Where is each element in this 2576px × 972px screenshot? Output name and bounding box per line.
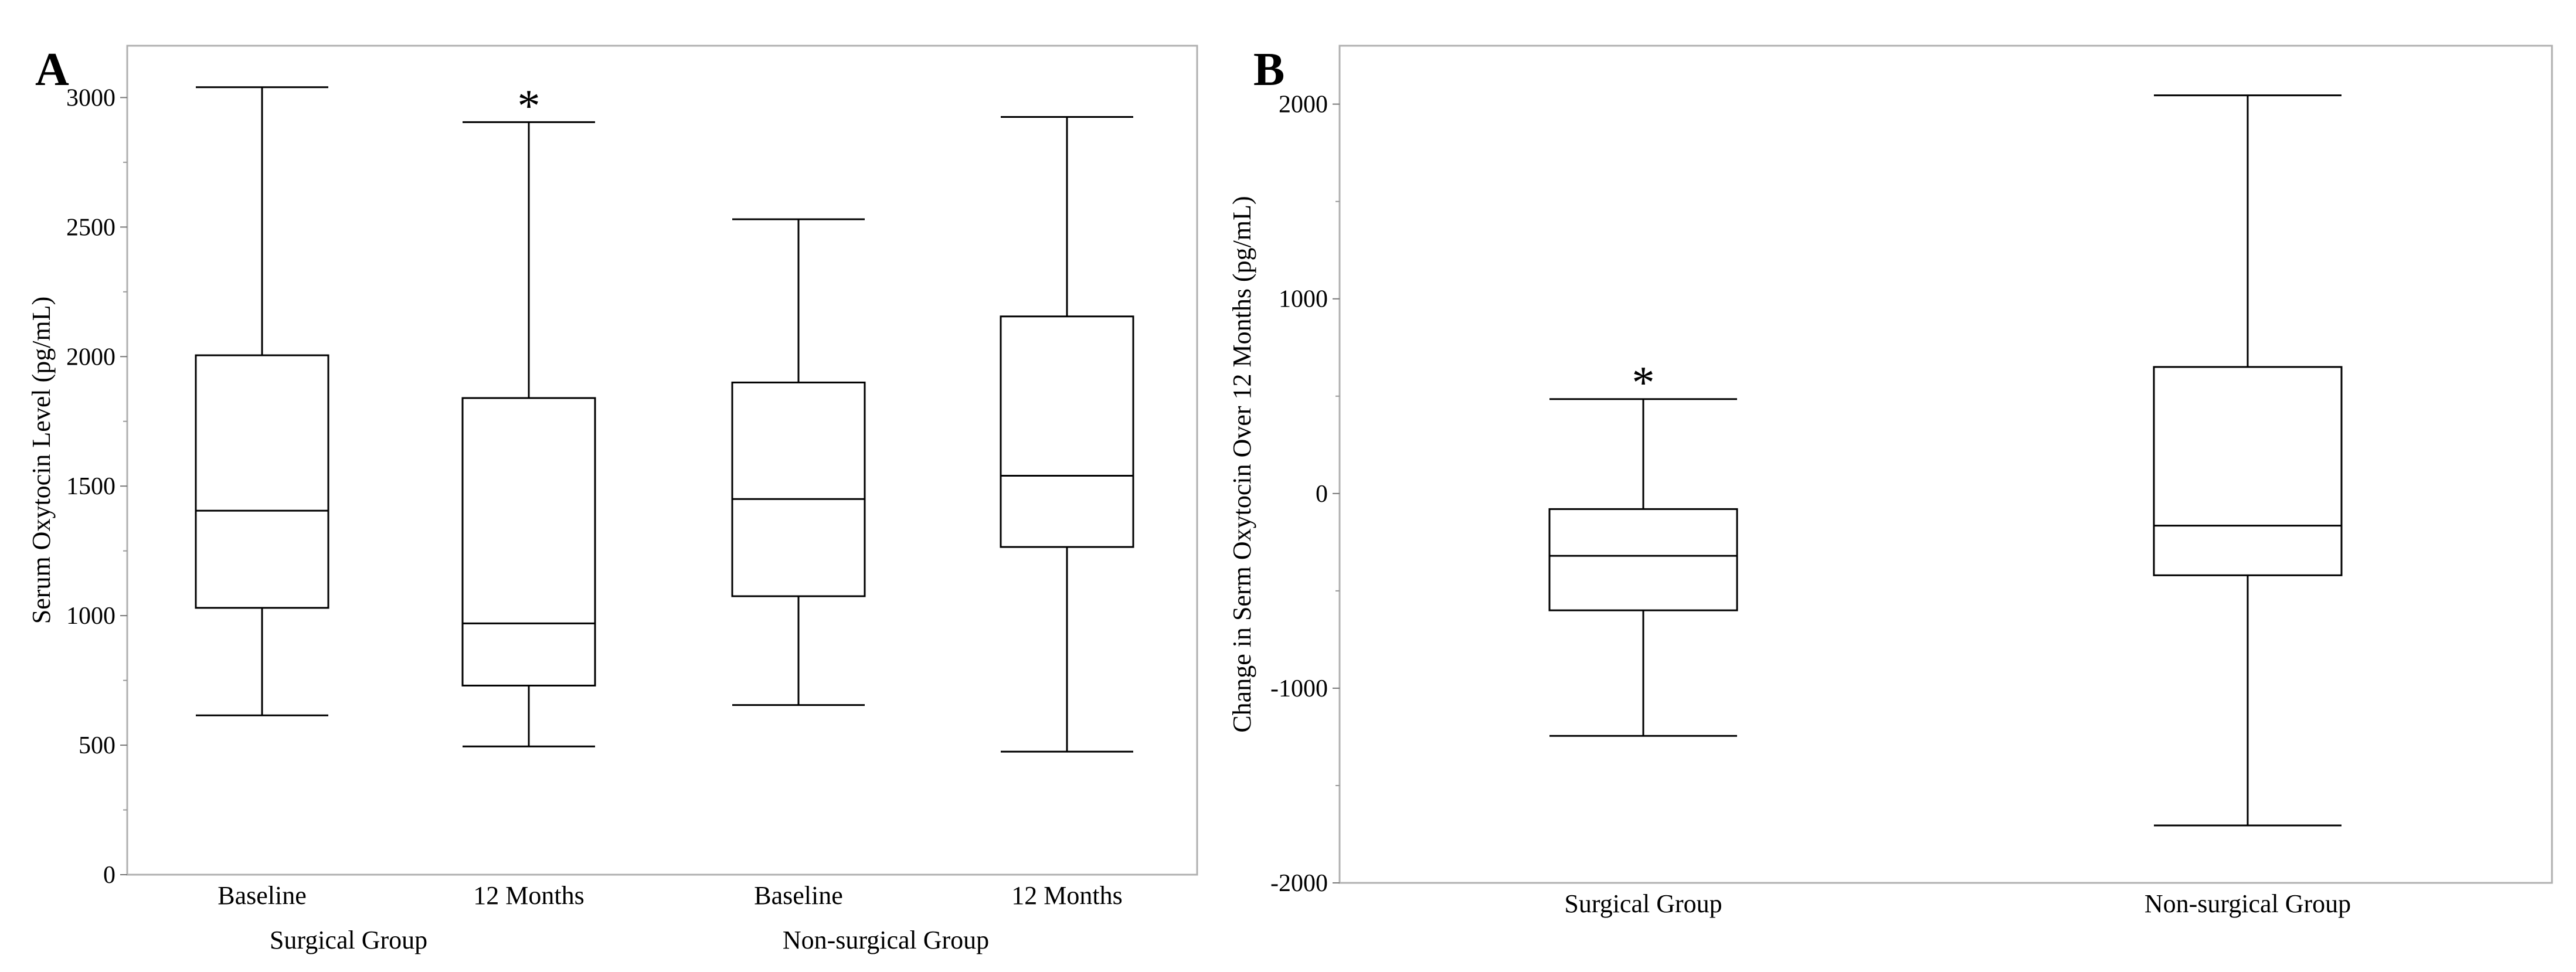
x-category-label: Surgical Group	[1564, 889, 1722, 918]
y-tick-label: 2000	[66, 344, 115, 371]
y-tick-label: 0	[103, 862, 115, 889]
panel-label: B	[1253, 44, 1284, 96]
x-category-label: Non-surgical Group	[2145, 889, 2351, 918]
box-2: *	[461, 80, 596, 747]
y-tick-label: 0	[1316, 481, 1328, 508]
y-tick-label: 2000	[1279, 91, 1328, 118]
panel-b: -2000 -1000 0 1000 2000 Change in Serm Oxytoc…	[1228, 44, 2553, 918]
plot-frame	[1338, 45, 2553, 884]
box-2	[2153, 94, 2343, 827]
box-1: *	[1548, 357, 1738, 737]
x-category-label: 12 Months	[473, 881, 584, 910]
iqr-box	[461, 397, 596, 686]
x-group-label: Non-surgical Group	[783, 926, 989, 954]
y-tick-label: -1000	[1270, 675, 1328, 702]
x-group-label: Surgical Group	[270, 926, 427, 954]
panel-a: 0 500 1000 1500 2000 2500 3000 Serum Oxytocin L…	[27, 44, 1198, 954]
y-tick-label: 1000	[66, 603, 115, 630]
y-tick-label: -2000	[1270, 870, 1328, 897]
box-4	[1000, 116, 1134, 753]
y-tick-label: 1500	[66, 473, 115, 500]
y-tick-label: 2500	[66, 214, 115, 241]
y-axis-label: Change in Serm Oxytocin Over 12 Months (…	[1228, 196, 1256, 732]
iqr-box	[731, 381, 866, 597]
x-category-label: Baseline	[754, 881, 843, 910]
y-tick-label: 500	[79, 732, 115, 759]
y-tick-label: 1000	[1279, 286, 1328, 313]
y-axis-label: Serum Oxytocin Level (pg/mL)	[27, 297, 56, 624]
significance-marker: *	[1632, 357, 1655, 408]
x-category-label: Baseline	[218, 881, 307, 910]
significance-marker: *	[518, 80, 541, 131]
box-1	[195, 86, 329, 716]
box-3	[731, 218, 866, 706]
x-category-label: 12 Months	[1011, 881, 1122, 910]
iqr-box	[195, 354, 329, 609]
iqr-box	[1548, 508, 1738, 611]
y-tick-label: 3000	[66, 84, 115, 111]
plot-frame	[126, 45, 1198, 876]
iqr-box	[2153, 366, 2343, 576]
iqr-box	[1000, 315, 1134, 548]
panel-label: A	[35, 44, 69, 96]
